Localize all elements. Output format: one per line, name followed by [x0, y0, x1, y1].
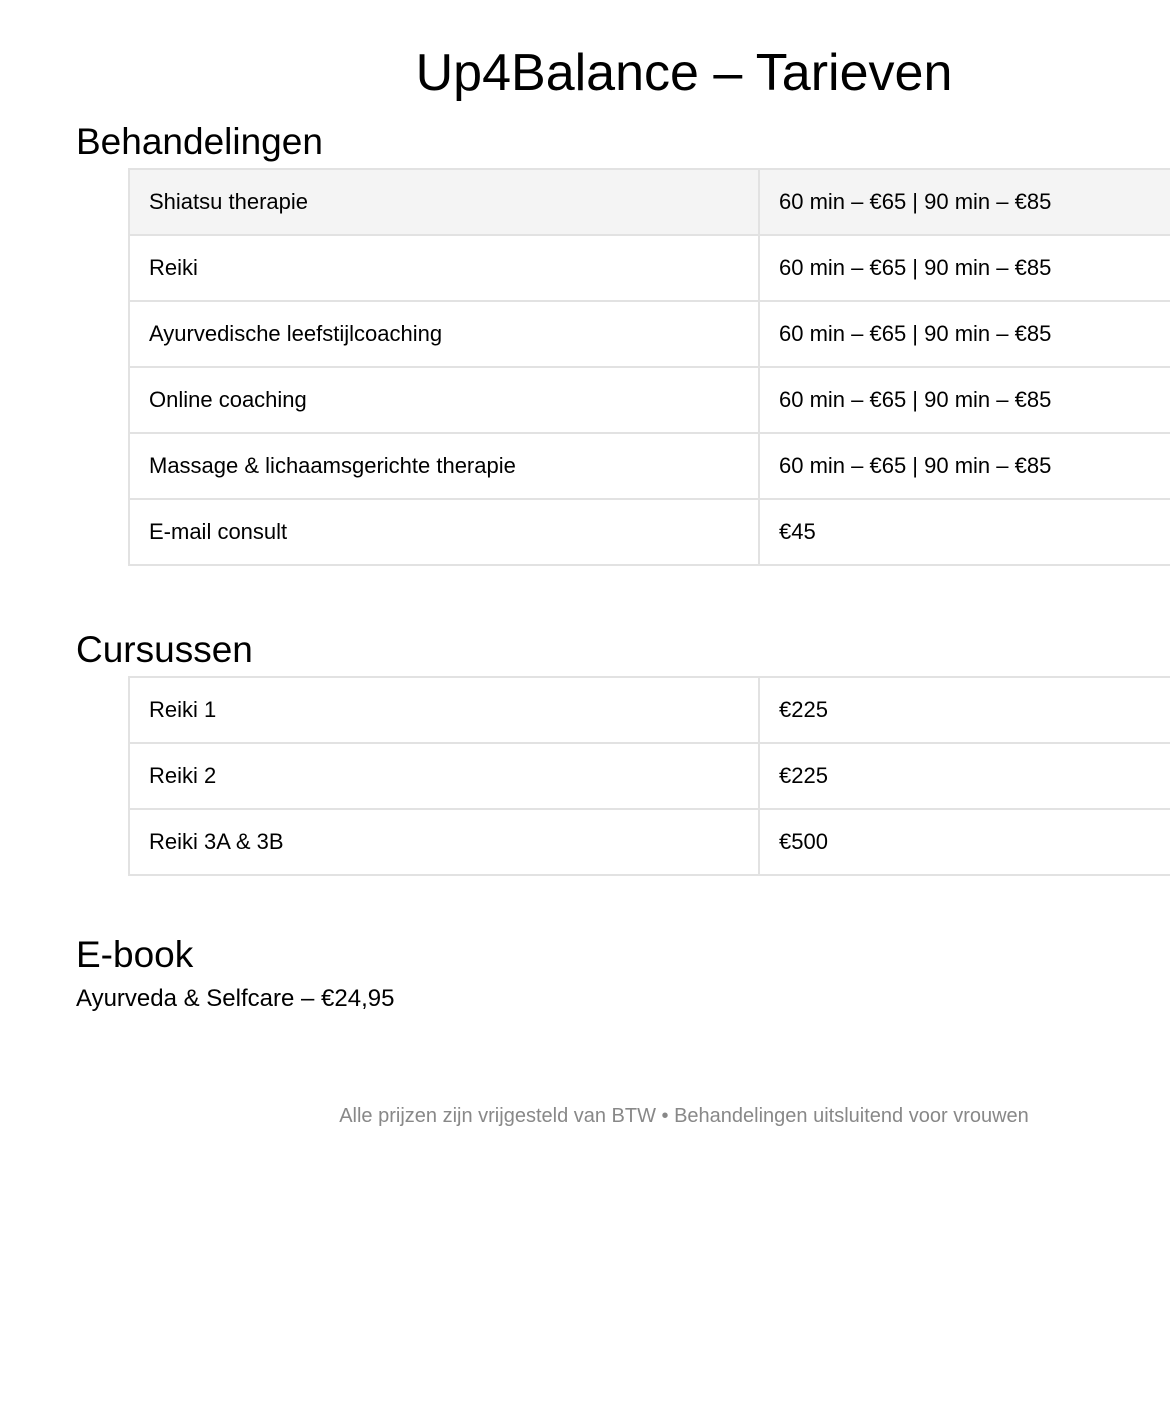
- service-price: €225: [758, 742, 1170, 810]
- behandelingen-table: Shiatsu therapie 60 min – €65 | 90 min – …: [128, 168, 1170, 566]
- table-row: E-mail consult €45: [128, 498, 1170, 566]
- service-name: Reiki: [128, 234, 760, 302]
- service-name: Reiki 2: [128, 742, 760, 810]
- ebook-item: Ayurveda & Selfcare – €24,95: [76, 985, 395, 1012]
- service-name: Online coaching: [128, 366, 760, 434]
- service-name: Massage & lichaamsgerichte therapie: [128, 432, 760, 500]
- table-row: Massage & lichaamsgerichte therapie 60 mi…: [128, 432, 1170, 500]
- service-price: 60 min – €65 | 90 min – €85: [758, 432, 1170, 500]
- service-price: 60 min – €65 | 90 min – €85: [758, 234, 1170, 302]
- table-row: Online coaching 60 min – €65 | 90 min – €…: [128, 366, 1170, 434]
- service-price: 60 min – €65 | 90 min – €85: [758, 366, 1170, 434]
- table-row: Shiatsu therapie 60 min – €65 | 90 min – …: [128, 168, 1170, 236]
- service-name: Shiatsu therapie: [128, 168, 760, 236]
- table-row: Reiki 2 €225: [128, 742, 1170, 810]
- table-row: Reiki 60 min – €65 | 90 min – €85: [128, 234, 1170, 302]
- service-name: E-mail consult: [128, 498, 760, 566]
- service-name: Reiki 1: [128, 676, 760, 744]
- service-name: Reiki 3A & 3B: [128, 808, 760, 876]
- service-name: Ayurvedische leefstijlcoaching: [128, 300, 760, 368]
- cursussen-table: Reiki 1 €225 Reiki 2 €225 Reiki 3A & 3B €500: [128, 676, 1170, 876]
- section-heading-cursussen: Cursussen: [76, 629, 253, 670]
- table-row: Ayurvedische leefstijlcoaching 60 min – €…: [128, 300, 1170, 368]
- footer-note: Alle prijzen zijn vrijgesteld van BTW • …: [339, 1105, 1029, 1127]
- table-row: Reiki 3A & 3B €500: [128, 808, 1170, 876]
- service-price: 60 min – €65 | 90 min – €85: [758, 300, 1170, 368]
- table-row: Reiki 1 €225: [128, 676, 1170, 744]
- service-price: €225: [758, 676, 1170, 744]
- page-title: Up4Balance – Tarieven: [415, 44, 953, 102]
- service-price: €45: [758, 498, 1170, 566]
- service-price: €500: [758, 808, 1170, 876]
- service-price: 60 min – €65 | 90 min – €85: [758, 168, 1170, 236]
- section-heading-behandelingen: Behandelingen: [76, 121, 323, 162]
- section-heading-ebook: E-book: [76, 934, 194, 975]
